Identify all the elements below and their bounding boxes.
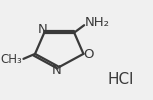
- Text: N: N: [38, 23, 48, 36]
- Text: NH₂: NH₂: [85, 16, 110, 29]
- Text: HCl: HCl: [108, 72, 134, 88]
- Text: N: N: [52, 64, 62, 77]
- Text: O: O: [83, 48, 93, 61]
- Text: CH₃: CH₃: [0, 53, 22, 66]
